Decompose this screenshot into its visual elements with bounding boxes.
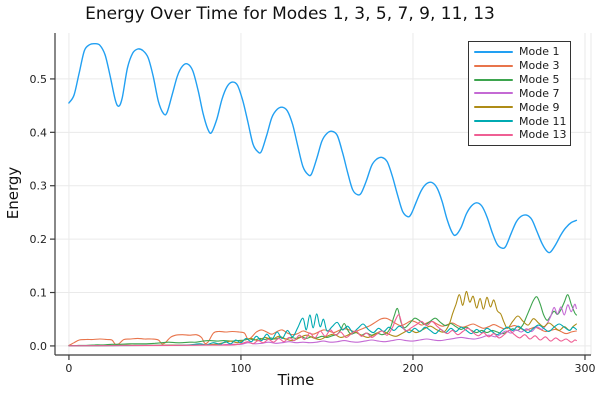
legend-swatch (474, 120, 513, 123)
y-tick-label: 0.3 (30, 180, 48, 193)
legend-label: Mode 7 (519, 86, 560, 100)
series-mode-11 (68, 313, 577, 347)
legend-item: Mode 7 (474, 87, 570, 100)
legend-swatch (474, 133, 513, 136)
y-tick-label: 0.4 (30, 126, 48, 139)
y-axis-title: Energy (4, 166, 22, 220)
legend-item: Mode 9 (474, 101, 570, 114)
x-tick-label: 200 (402, 362, 423, 375)
series-mode-13 (68, 314, 577, 347)
chart-title: Energy Over Time for Modes 1, 3, 5, 7, 9… (85, 4, 495, 24)
legend-swatch (474, 106, 513, 109)
legend-item: Mode 13 (474, 128, 570, 141)
x-axis-title: Time (277, 371, 315, 389)
legend-label: Mode 9 (519, 100, 560, 114)
legend-item: Mode 5 (474, 73, 570, 86)
legend-swatch (474, 92, 513, 95)
series-mode-7 (68, 303, 577, 347)
legend-item: Mode 1 (474, 45, 570, 58)
x-tick-label: 300 (574, 362, 595, 375)
x-tick-label: 0 (65, 362, 72, 375)
x-tick-label: 100 (230, 362, 251, 375)
legend-item: Mode 11 (474, 115, 570, 128)
legend-swatch (474, 64, 513, 67)
legend-swatch (474, 50, 513, 53)
legend-label: Mode 5 (519, 73, 560, 87)
legend: Mode 1 Mode 3 Mode 5 Mode 7 Mode 9 Mode … (468, 41, 571, 146)
y-tick-label: 0.0 (30, 340, 48, 353)
series-mode-1 (68, 42, 578, 254)
legend-label: Mode 13 (519, 128, 567, 142)
legend-label: Mode 1 (519, 45, 560, 59)
y-tick-label: 0.5 (30, 73, 48, 86)
legend-label: Mode 3 (519, 59, 560, 73)
legend-label: Mode 11 (519, 114, 567, 128)
y-tick-label: 0.2 (30, 233, 48, 246)
legend-swatch (474, 78, 513, 81)
y-tick-label: 0.1 (30, 287, 48, 300)
legend-item: Mode 3 (474, 59, 570, 72)
